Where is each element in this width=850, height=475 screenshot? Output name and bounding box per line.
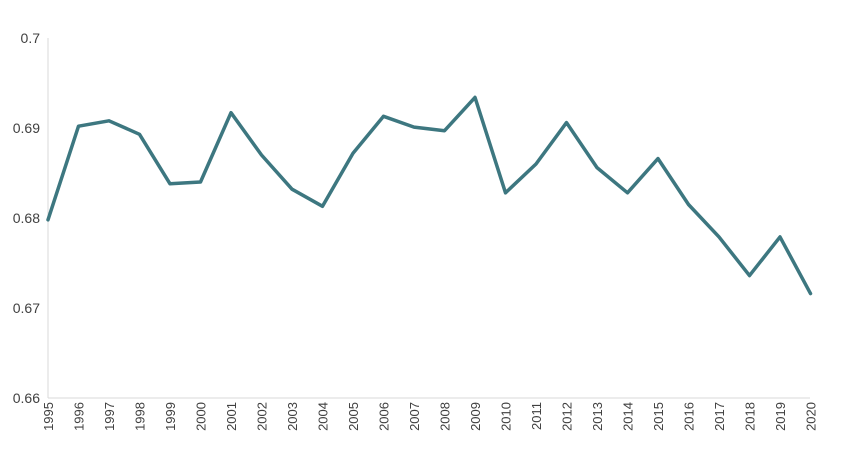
x-tick-label: 2001 xyxy=(224,402,239,431)
data-point xyxy=(809,292,812,295)
x-tick-label: 2018 xyxy=(743,402,758,431)
data-point xyxy=(626,191,629,194)
data-point xyxy=(229,111,233,114)
data-point xyxy=(687,203,690,206)
data-point xyxy=(382,115,385,118)
x-tick-label: 2012 xyxy=(560,402,575,431)
x-tick-label: 1995 xyxy=(41,402,56,431)
x-tick-label: 1999 xyxy=(163,402,178,431)
x-tick-label: 2003 xyxy=(285,402,300,431)
x-tick-label: 2002 xyxy=(255,402,270,431)
data-point xyxy=(351,152,355,155)
x-tick-label: 2009 xyxy=(468,402,483,431)
data-point xyxy=(443,129,446,132)
x-tick-label: 2015 xyxy=(651,402,666,431)
y-tick-label: 0.68 xyxy=(13,210,40,226)
x-tick-label: 2013 xyxy=(590,402,605,431)
data-point xyxy=(168,182,172,185)
data-point xyxy=(595,166,599,169)
x-tick-label: 2008 xyxy=(438,402,453,431)
data-point xyxy=(321,205,324,208)
data-point xyxy=(778,235,782,239)
data-point xyxy=(534,162,538,166)
x-tick-label: 1996 xyxy=(72,402,87,431)
x-tick-label: 1998 xyxy=(133,402,148,431)
y-tick-label: 0.67 xyxy=(13,300,40,316)
data-point xyxy=(138,133,141,136)
data-point xyxy=(504,191,507,194)
x-tick-label: 2006 xyxy=(377,402,392,431)
x-tick-label: 2000 xyxy=(194,402,209,431)
data-point xyxy=(290,188,294,191)
data-point xyxy=(77,125,80,128)
x-tick-label: 2014 xyxy=(621,402,636,431)
y-tick-label: 0.7 xyxy=(21,30,41,46)
data-point xyxy=(107,119,111,123)
data-point xyxy=(46,218,50,221)
data-point xyxy=(473,96,477,99)
data-point xyxy=(412,125,416,129)
data-point xyxy=(199,180,202,184)
x-tick-label: 2010 xyxy=(499,402,514,431)
x-tick-label: 2017 xyxy=(712,402,727,431)
series-line xyxy=(46,95,813,296)
y-tick-label: 0.69 xyxy=(13,120,40,136)
x-tick-label: 2004 xyxy=(316,402,331,431)
y-tick-label: 0.66 xyxy=(13,390,40,406)
x-tick-label: 2011 xyxy=(529,402,544,430)
data-point xyxy=(748,274,751,277)
data-point xyxy=(656,157,660,160)
x-tick-label: 2005 xyxy=(346,402,361,431)
data-point xyxy=(717,235,721,239)
x-tick-label: 2007 xyxy=(407,402,422,431)
data-point xyxy=(260,153,263,157)
series-layer xyxy=(46,95,813,296)
x-tick-label: 1997 xyxy=(102,402,117,431)
y-axis: 0.66 0.67 0.68 0.69 0.7 xyxy=(13,30,49,406)
x-axis: 1995 1996 1997 1998 1999 2000 2001 2002 2003 2004… xyxy=(41,397,819,431)
x-tick-label: 2016 xyxy=(682,402,697,431)
x-tick-label: 2019 xyxy=(773,402,788,431)
data-point xyxy=(565,121,568,124)
x-tick-label: 2020 xyxy=(804,402,819,431)
